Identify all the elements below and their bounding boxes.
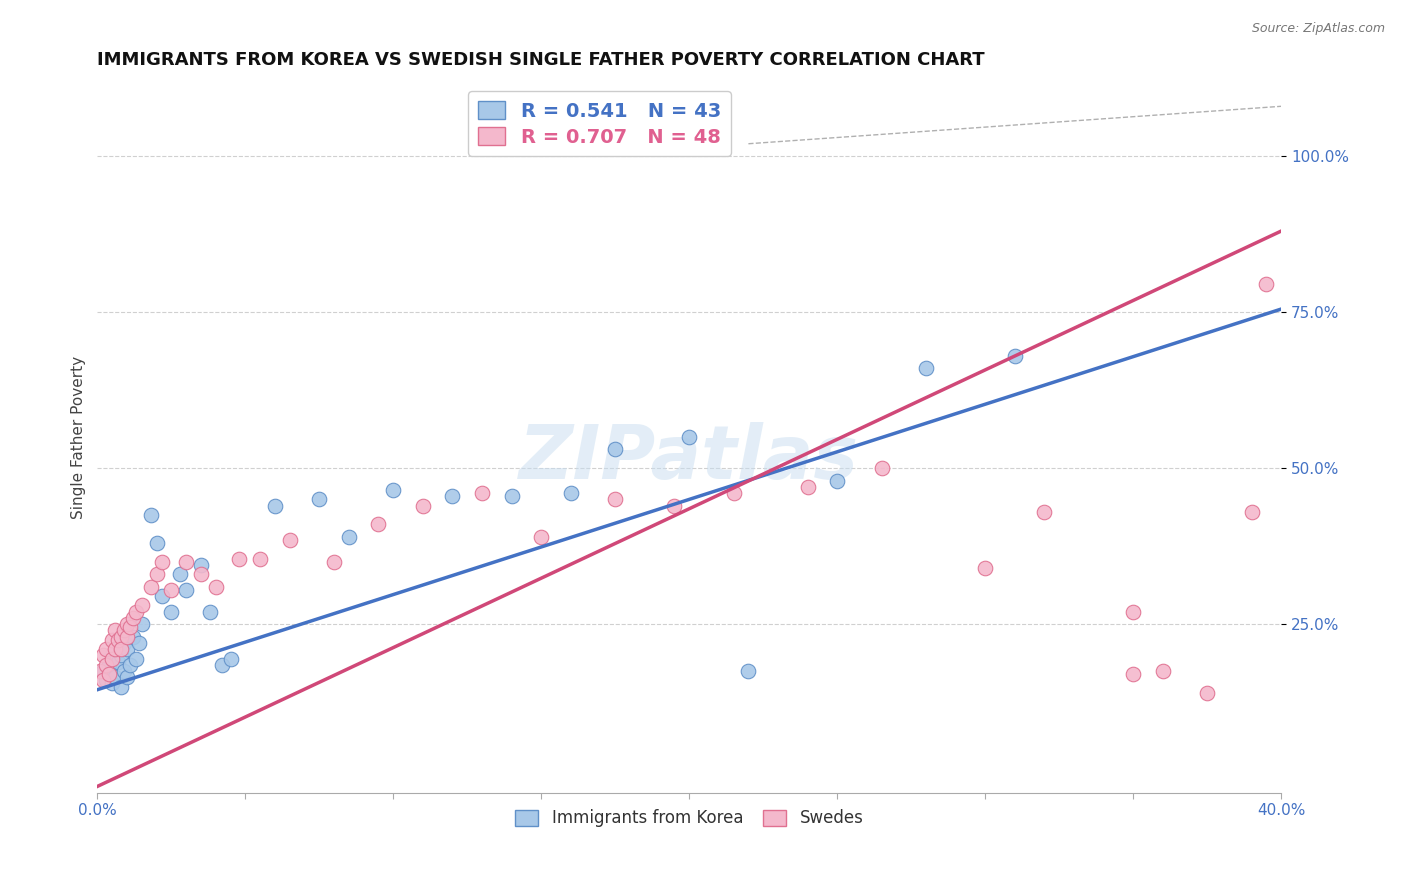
Point [110,648,132,663]
Point [264,499,287,513]
Point [1197,686,1219,700]
Point [974,561,997,575]
Text: ZIPatlas: ZIPatlas [519,422,859,495]
Point [91,648,114,663]
Point [112,624,135,638]
Text: Source: ZipAtlas.com: Source: ZipAtlas.com [1251,22,1385,36]
Point [96,673,118,688]
Point [107,655,129,669]
Point [101,676,124,690]
Point [107,642,129,657]
Point [131,617,153,632]
Point [115,642,138,657]
Point [190,567,212,582]
Point [131,599,153,613]
Point [115,630,138,644]
Point [382,483,405,497]
Point [174,555,197,569]
Point [98,657,121,672]
Point [412,499,434,513]
Point [870,461,893,475]
Point [605,492,627,507]
Point [128,636,150,650]
Point [96,657,118,672]
Point [219,651,242,665]
Point [112,636,135,650]
Point [441,489,464,503]
Point [278,533,301,547]
Point [112,664,135,678]
Point [723,486,745,500]
Point [121,630,143,644]
Point [152,555,174,569]
Point [107,632,129,647]
Point [664,499,686,513]
Point [169,567,191,582]
Point [560,486,582,500]
Point [501,489,523,503]
Point [101,648,124,663]
Point [125,651,148,665]
Point [139,508,162,522]
Point [1122,605,1144,619]
Point [110,680,132,694]
Point [249,551,271,566]
Point [91,673,114,688]
Point [530,530,553,544]
Point [1256,277,1278,292]
Point [98,667,121,681]
Point [118,657,141,672]
Point [678,430,700,444]
Point [323,555,346,569]
Point [605,442,627,457]
Point [98,667,121,681]
Point [104,642,127,657]
Point [190,558,212,572]
Point [337,530,360,544]
Legend: Immigrants from Korea, Swedes: Immigrants from Korea, Swedes [508,803,870,834]
Point [139,580,162,594]
Point [174,582,197,597]
Point [125,605,148,619]
Point [145,536,167,550]
Point [198,605,221,619]
Point [737,664,759,678]
Point [110,630,132,644]
Point [1033,505,1056,519]
Point [115,617,138,632]
Point [145,567,167,582]
Point [1122,667,1144,681]
Point [796,480,818,494]
Point [211,657,233,672]
Point [96,642,118,657]
Point [160,605,183,619]
Point [1004,349,1026,363]
Point [104,670,127,684]
Point [160,582,183,597]
Point [118,620,141,634]
Point [101,651,124,665]
Point [825,474,848,488]
Point [115,670,138,684]
Point [915,361,938,376]
Point [308,492,330,507]
Point [121,611,143,625]
Text: IMMIGRANTS FROM KOREA VS SWEDISH SINGLE FATHER POVERTY CORRELATION CHART: IMMIGRANTS FROM KOREA VS SWEDISH SINGLE … [97,51,986,69]
Point [471,486,494,500]
Y-axis label: Single Father Poverty: Single Father Poverty [72,355,86,518]
Point [228,551,250,566]
Point [204,580,226,594]
Point [367,517,389,532]
Point [1240,505,1263,519]
Point [89,664,111,678]
Point [91,664,114,678]
Point [104,624,127,638]
Point [101,632,124,647]
Point [1152,664,1174,678]
Point [110,642,132,657]
Point [152,589,174,603]
